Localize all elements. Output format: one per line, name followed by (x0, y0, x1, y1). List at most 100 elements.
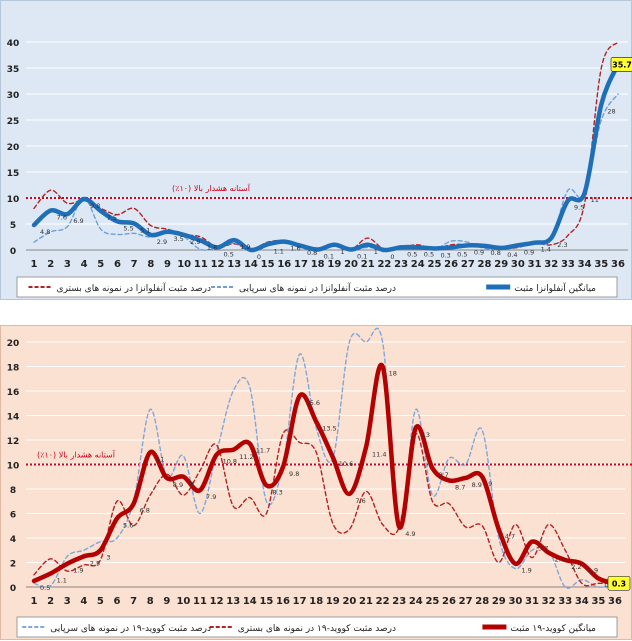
data-label: 7.9 (206, 493, 216, 501)
data-label: 0.5 (424, 250, 434, 258)
data-label: 3.7 (538, 545, 548, 553)
influenza-chart-panel: 0 5 10 15 20 25 30 35 40 1 2 3 4 5 6 7 8 9 10 11 12 13 14 15 16 1… (0, 0, 632, 300)
x-tick-label: 24 (411, 259, 425, 270)
data-label: 0.9 (524, 248, 534, 256)
threshold-label: آستانه هشدار بالا (۱۰٪) (172, 183, 251, 193)
x-tick-label: 24 (409, 596, 423, 607)
legend-entry-label: میانگین آنفلوانزا مثبت (514, 282, 596, 294)
x-tick-label: 11 (193, 596, 207, 607)
highlight-label-box (610, 57, 632, 72)
data-label: 18 (389, 370, 397, 378)
x-tick-label: 7 (131, 259, 138, 270)
x-tick-label: 32 (542, 596, 556, 607)
y-tick-label: 10 (7, 462, 20, 472)
data-label: 1 (374, 248, 378, 256)
x-tick-label: 17 (293, 596, 307, 607)
x-tick-label: 6 (114, 259, 121, 270)
y-tick-label: 10 (7, 195, 20, 205)
x-tick-label: 31 (528, 259, 542, 270)
covid-chart-panel: 0 2 4 6 8 10 12 14 16 18 20 1 2 3 4 5 6 7 8 9 10 11 12 13 14 15 16… (0, 325, 632, 640)
x-tick-label: 35 (594, 259, 608, 270)
y-tick-label: 40 (7, 39, 20, 49)
x-tick-label: 17 (294, 259, 308, 270)
data-label: 5.6 (123, 521, 133, 529)
data-label: 13 (422, 431, 430, 439)
x-tick-label: 32 (544, 259, 558, 270)
x-tick-label: 20 (344, 259, 358, 270)
y-tick-label: 25 (7, 117, 20, 127)
series-line-0 (31, 362, 618, 586)
data-label: 7.5 (107, 214, 117, 222)
x-tick-label: 12 (210, 596, 224, 607)
data-label: 8.7 (455, 483, 465, 491)
data-label: 8.3 (272, 488, 282, 496)
data-label: 7.6 (355, 497, 365, 505)
x-tick-label: 16 (277, 259, 291, 270)
y-tick-label: 6 (10, 511, 16, 521)
y-tick-label: 0 (10, 247, 16, 257)
data-label: 10.8 (223, 458, 237, 466)
data-label: 5.1 (140, 226, 150, 234)
data-label: 11 (591, 196, 599, 204)
x-tick-label: 25 (427, 259, 441, 270)
x-tick-label: 11 (194, 259, 208, 270)
series-line-2 (33, 327, 616, 589)
data-label: 1.6 (290, 245, 300, 253)
x-tick-label: 28 (478, 259, 492, 270)
x-tick-label: 13 (226, 596, 240, 607)
data-label: 0.3 (440, 251, 450, 259)
legend-entry-label: میانگین کووید-۱۹ مثبت (510, 622, 596, 634)
x-tick-label: 28 (475, 596, 489, 607)
x-tick-label: 18 (309, 596, 323, 607)
x-tick-label: 21 (361, 259, 375, 270)
data-label: 8.9 (173, 481, 183, 489)
x-tick-label: 33 (558, 596, 572, 607)
data-label: 9 (488, 480, 492, 488)
data-label: 1 (340, 248, 344, 256)
x-tick-label: 30 (511, 259, 525, 270)
x-tick-label: 15 (259, 596, 273, 607)
data-label: 7.6 (57, 213, 67, 221)
data-label: 0.5 (407, 250, 417, 258)
data-label: 0.1 (324, 252, 334, 260)
y-tick-label: 12 (7, 437, 20, 447)
series-line-1 (33, 429, 616, 587)
data-label: 0.1 (357, 252, 367, 260)
x-tick-label: 3 (64, 259, 71, 270)
data-label: 2.5 (90, 559, 100, 567)
x-tick-label: 5 (97, 259, 104, 270)
x-tick-label: 33 (561, 259, 575, 270)
data-label: 4.8 (40, 228, 50, 236)
data-label: 2.9 (190, 238, 200, 246)
x-tick-label: 10 (176, 596, 190, 607)
x-tick-label: 36 (611, 259, 625, 270)
data-label: 0.5 (40, 584, 50, 592)
data-label: 4.7 (505, 532, 515, 540)
data-label: 6.8 (140, 507, 150, 515)
x-tick-label: 35 (591, 596, 605, 607)
x-tick-label: 25 (425, 596, 439, 607)
x-tick-label: 34 (575, 596, 589, 607)
x-tick-label: 22 (376, 596, 390, 607)
data-label: 4.9 (405, 530, 415, 538)
data-label: 0.8 (491, 249, 501, 257)
x-tick-label: 36 (608, 596, 622, 607)
x-tick-label: 27 (459, 596, 473, 607)
x-tick-label: 14 (244, 259, 258, 270)
legend-box (16, 616, 618, 638)
x-tick-label: 9 (164, 259, 171, 270)
y-tick-label: 8 (10, 486, 16, 496)
data-label: 2.2 (571, 563, 581, 571)
data-label: 1.8 (207, 244, 217, 252)
x-tick-label: 23 (392, 596, 406, 607)
data-label: 13.5 (322, 425, 336, 433)
data-label: 3 (106, 553, 110, 561)
data-label: 15.6 (306, 399, 320, 407)
data-label: 0 (390, 253, 394, 261)
x-tick-label: 23 (394, 259, 408, 270)
x-tick-label: 2 (47, 596, 54, 607)
y-tick-label: 15 (7, 169, 20, 179)
data-label: 8.9 (472, 481, 482, 489)
y-tick-label: 30 (7, 91, 20, 101)
